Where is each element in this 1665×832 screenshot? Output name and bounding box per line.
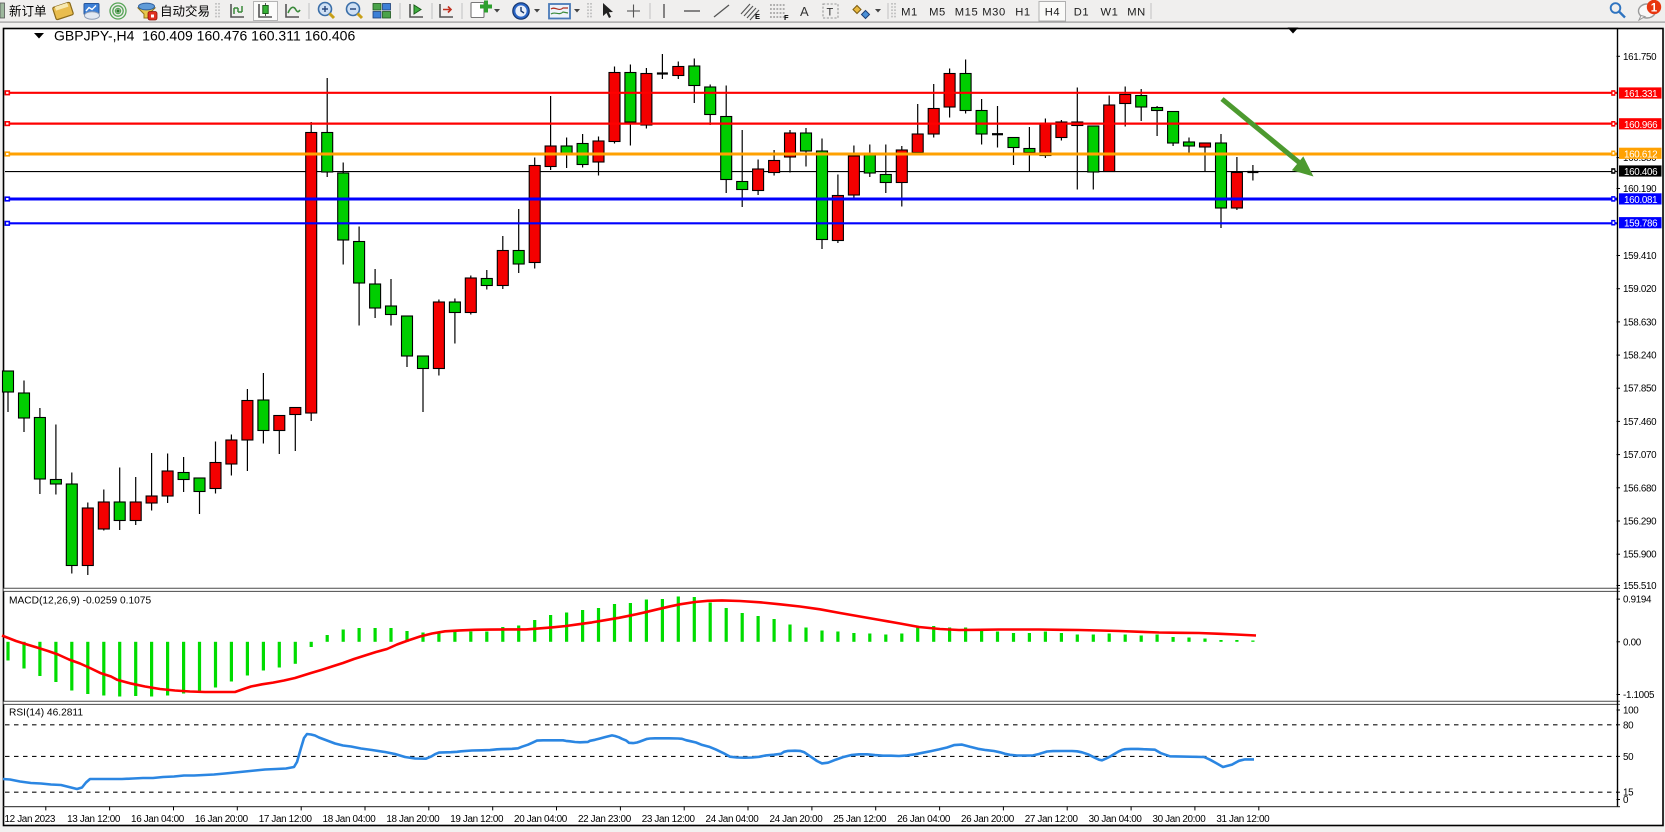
svg-text:15: 15 — [1623, 788, 1634, 799]
svg-text:0.00: 0.00 — [1623, 637, 1642, 648]
svg-text:161.750: 161.750 — [1623, 52, 1657, 63]
svg-text:12 Jan 2023: 12 Jan 2023 — [5, 814, 56, 825]
svg-text:100: 100 — [1623, 706, 1639, 717]
svg-text:M5: M5 — [929, 7, 946, 19]
svg-text:161.331: 161.331 — [1624, 89, 1657, 100]
svg-text:50: 50 — [1623, 752, 1634, 763]
svg-text:155.900: 155.900 — [1623, 550, 1657, 561]
svg-text:158.240: 158.240 — [1623, 351, 1657, 362]
svg-text:18 Jan 20:00: 18 Jan 20:00 — [386, 814, 440, 825]
svg-text:GBPJPY-,H4 160.409 160.476 16: GBPJPY-,H4 160.409 160.476 160.311 160.4… — [54, 28, 355, 44]
svg-text:26 Jan 20:00: 26 Jan 20:00 — [961, 814, 1015, 825]
svg-text:RSI(14) 46.2811: RSI(14) 46.2811 — [9, 708, 83, 719]
svg-text:156.680: 156.680 — [1623, 483, 1657, 494]
svg-text:M1: M1 — [901, 7, 918, 19]
svg-text:30 Jan 20:00: 30 Jan 20:00 — [1152, 814, 1206, 825]
svg-text:W1: W1 — [1101, 7, 1119, 19]
svg-text:160.406: 160.406 — [1624, 167, 1658, 178]
svg-text:23 Jan 12:00: 23 Jan 12:00 — [642, 814, 696, 825]
svg-text:新订单: 新订单 — [9, 4, 47, 19]
svg-text:19 Jan 12:00: 19 Jan 12:00 — [450, 814, 504, 825]
svg-text:26 Jan 04:00: 26 Jan 04:00 — [897, 814, 951, 825]
svg-text:A: A — [800, 4, 809, 19]
svg-text:13 Jan 12:00: 13 Jan 12:00 — [67, 814, 121, 825]
svg-text:160.612: 160.612 — [1624, 149, 1657, 160]
svg-text:155.510: 155.510 — [1623, 581, 1657, 592]
svg-text:M15: M15 — [955, 7, 979, 19]
svg-text:80: 80 — [1623, 720, 1634, 731]
svg-text:160.081: 160.081 — [1624, 195, 1657, 206]
svg-text:160.190: 160.190 — [1623, 184, 1657, 195]
svg-text:158.630: 158.630 — [1623, 317, 1657, 328]
svg-text:17 Jan 12:00: 17 Jan 12:00 — [259, 814, 313, 825]
svg-text:MACD(12,26,9) -0.0259 0.1075: MACD(12,26,9) -0.0259 0.1075 — [9, 596, 151, 607]
svg-text:159.786: 159.786 — [1624, 219, 1658, 230]
svg-text:18 Jan 04:00: 18 Jan 04:00 — [323, 814, 377, 825]
svg-text:H4: H4 — [1045, 7, 1061, 19]
svg-text:156.290: 156.290 — [1623, 517, 1657, 528]
svg-text:1: 1 — [1651, 3, 1658, 15]
svg-text:22 Jan 23:00: 22 Jan 23:00 — [578, 814, 632, 825]
svg-text:M30: M30 — [982, 7, 1006, 19]
svg-text:20 Jan 04:00: 20 Jan 04:00 — [514, 814, 568, 825]
svg-text:30 Jan 04:00: 30 Jan 04:00 — [1089, 814, 1143, 825]
svg-text:157.070: 157.070 — [1623, 450, 1657, 461]
svg-text:16 Jan 04:00: 16 Jan 04:00 — [131, 814, 185, 825]
svg-text:自动交易: 自动交易 — [160, 4, 210, 19]
svg-text:T: T — [827, 7, 834, 19]
svg-text:25 Jan 12:00: 25 Jan 12:00 — [833, 814, 887, 825]
svg-text:H1: H1 — [1015, 7, 1031, 19]
svg-text:0.9194: 0.9194 — [1623, 595, 1652, 606]
svg-text:160.966: 160.966 — [1624, 120, 1658, 131]
svg-text:E: E — [755, 12, 760, 21]
svg-text:31 Jan 12:00: 31 Jan 12:00 — [1216, 814, 1270, 825]
svg-text:157.850: 157.850 — [1623, 384, 1657, 395]
svg-text:F: F — [784, 13, 789, 22]
svg-text:16 Jan 20:00: 16 Jan 20:00 — [195, 814, 249, 825]
svg-text:-1.1005: -1.1005 — [1623, 690, 1655, 701]
svg-text:0: 0 — [1623, 795, 1629, 806]
svg-text:MN: MN — [1127, 7, 1146, 19]
svg-text:27 Jan 12:00: 27 Jan 12:00 — [1025, 814, 1079, 825]
svg-text:159.410: 159.410 — [1623, 251, 1657, 262]
svg-text:159.020: 159.020 — [1623, 284, 1657, 295]
svg-text:24 Jan 04:00: 24 Jan 04:00 — [706, 814, 760, 825]
svg-text:157.460: 157.460 — [1623, 417, 1657, 428]
svg-text:D1: D1 — [1074, 7, 1090, 19]
svg-text:24 Jan 20:00: 24 Jan 20:00 — [769, 814, 823, 825]
